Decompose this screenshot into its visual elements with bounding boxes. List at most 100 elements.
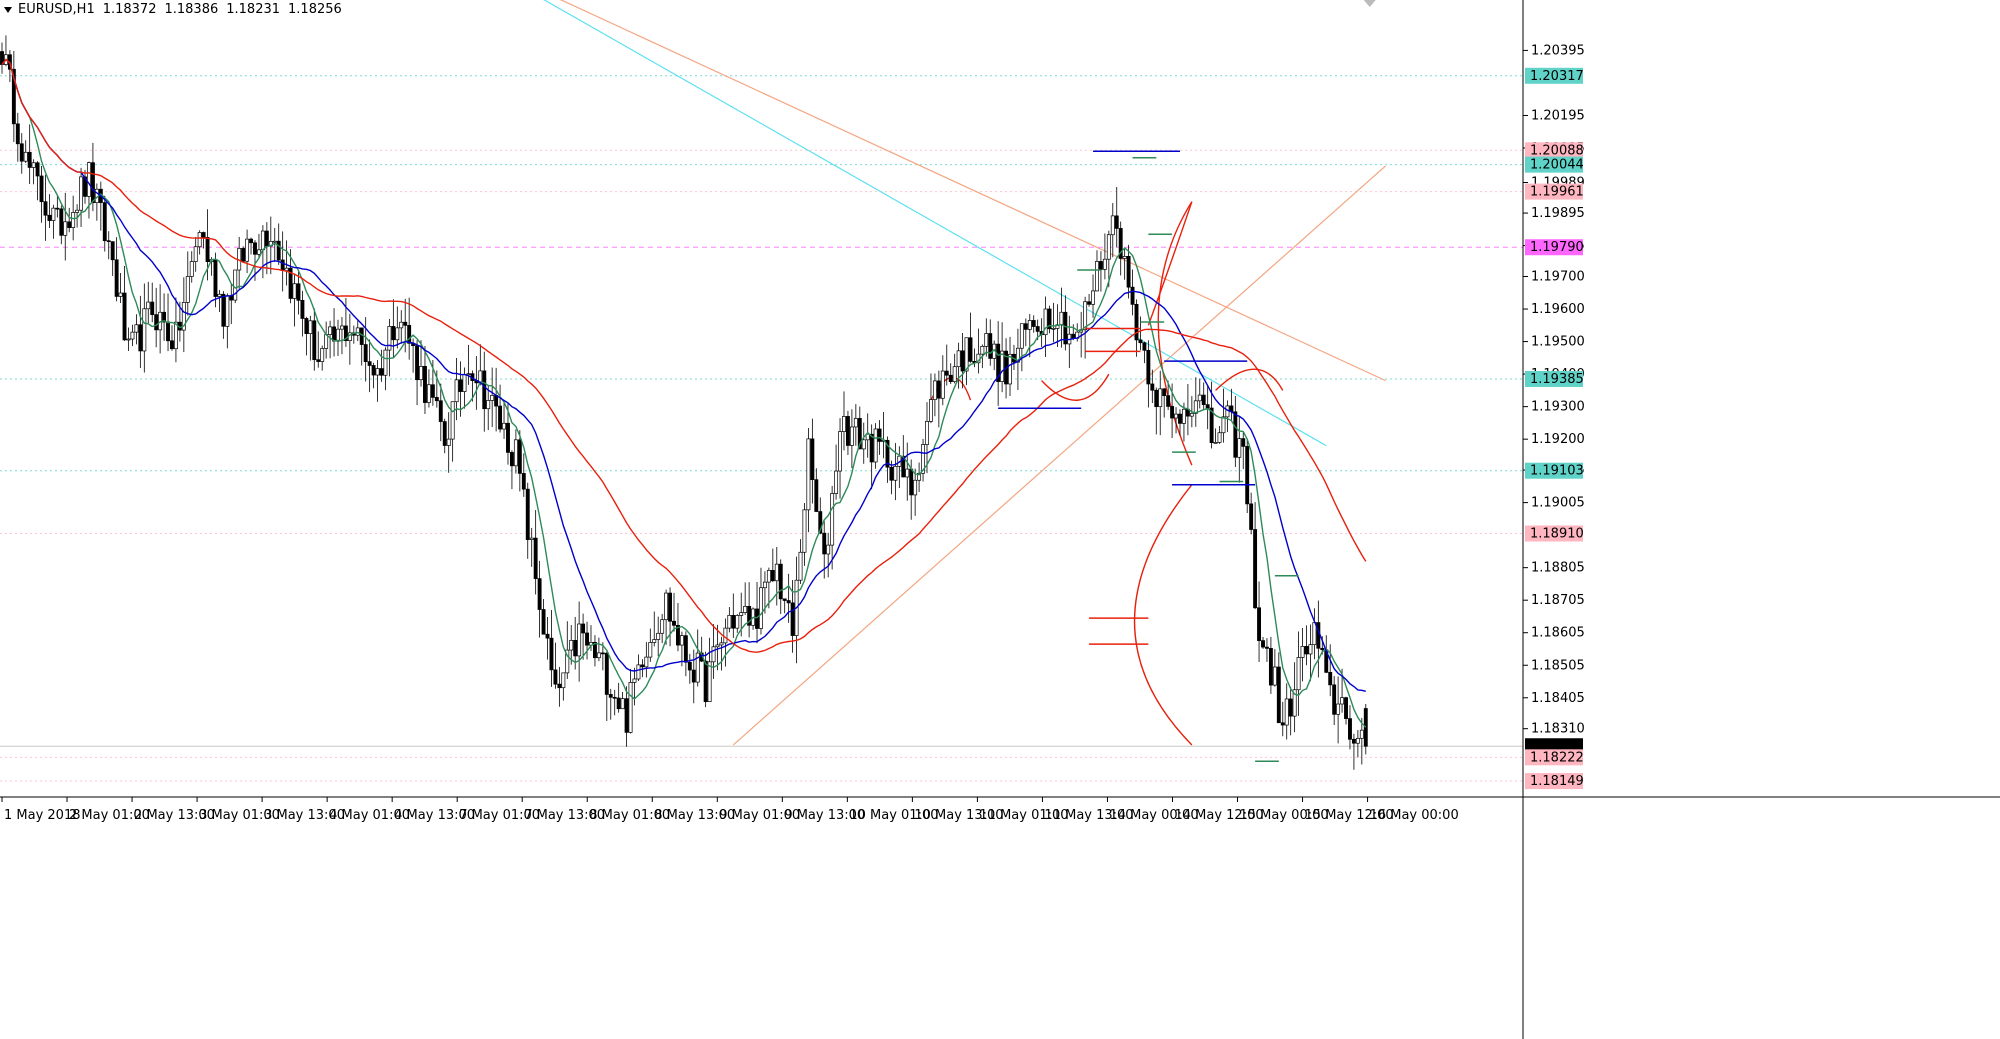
candle-body bbox=[332, 326, 337, 342]
candle-body bbox=[328, 326, 333, 335]
candle-body bbox=[616, 697, 621, 710]
candle-body bbox=[486, 400, 491, 410]
candle-body bbox=[39, 175, 44, 203]
price-label-box bbox=[1525, 525, 1583, 542]
x-tick-label: 2 May 13:00 bbox=[134, 808, 215, 823]
candle-body bbox=[541, 609, 546, 635]
candle-body bbox=[932, 380, 937, 400]
candle-body bbox=[1035, 326, 1040, 332]
candle-body bbox=[810, 438, 815, 481]
price-label-box bbox=[1525, 142, 1583, 159]
candle-body bbox=[462, 374, 467, 392]
candle-body bbox=[877, 428, 882, 442]
candle-body bbox=[193, 246, 198, 262]
candle-body bbox=[1047, 308, 1052, 330]
candle-body bbox=[723, 627, 728, 644]
candle-body bbox=[1043, 308, 1048, 336]
candle-body bbox=[672, 620, 676, 626]
candle-body bbox=[434, 397, 439, 402]
candle-body bbox=[1158, 388, 1163, 408]
candle-body bbox=[1134, 304, 1139, 341]
y-tick-label: 1.18505 bbox=[1531, 658, 1585, 673]
price-label-box bbox=[1525, 183, 1583, 200]
candle-body bbox=[1091, 290, 1095, 305]
candlesticks bbox=[0, 35, 1368, 770]
candle-body bbox=[249, 238, 253, 244]
candle-body bbox=[893, 465, 898, 481]
fib-arc bbox=[1147, 201, 1193, 326]
y-tick-label: 1.18405 bbox=[1531, 691, 1585, 706]
candle-body bbox=[608, 694, 613, 698]
candle-body bbox=[260, 230, 265, 251]
candle-body bbox=[494, 395, 499, 407]
candle-body bbox=[838, 431, 842, 472]
candle-body bbox=[185, 276, 190, 303]
candle-body bbox=[1237, 438, 1242, 458]
candle-body bbox=[766, 570, 771, 583]
candle-body bbox=[371, 365, 376, 376]
x-tick-label: 14 May 12:00 bbox=[1174, 808, 1263, 823]
candle-body bbox=[620, 698, 625, 710]
trend-lines bbox=[543, 0, 1386, 746]
candle-body bbox=[1166, 395, 1171, 407]
candle-body bbox=[466, 373, 471, 376]
candle-body bbox=[1178, 413, 1182, 424]
price-axis: 1.203951.201951.200951.199891.198951.197… bbox=[1523, 43, 1585, 790]
moving-average-line bbox=[1, 58, 1366, 692]
candle-body bbox=[660, 619, 665, 634]
candle-body bbox=[818, 511, 823, 534]
symbol-label: EURUSD,H1 bbox=[18, 2, 95, 17]
candle-body bbox=[383, 349, 388, 376]
x-tick-label: 15 May 12:00 bbox=[1305, 808, 1394, 823]
candle-body bbox=[506, 422, 510, 453]
candle-body bbox=[1118, 228, 1123, 259]
candle-body bbox=[956, 350, 961, 368]
candle-body bbox=[1110, 215, 1115, 236]
candle-body bbox=[320, 348, 325, 362]
candle-body bbox=[849, 426, 854, 446]
candle-body bbox=[114, 259, 119, 297]
candle-body bbox=[1344, 697, 1348, 719]
candle-body bbox=[245, 238, 250, 262]
y-tick-label: 1.18310 bbox=[1531, 722, 1585, 737]
candle-body bbox=[1308, 644, 1313, 655]
candle-body bbox=[1142, 342, 1147, 351]
y-tick-label: 1.19005 bbox=[1531, 496, 1585, 511]
candle-body bbox=[786, 600, 791, 604]
candle-body bbox=[830, 493, 835, 546]
candle-body bbox=[679, 635, 684, 646]
candle-body bbox=[59, 208, 64, 236]
candle-body bbox=[1138, 339, 1143, 344]
y-tick-label: 1.19500 bbox=[1531, 335, 1585, 350]
candle-body bbox=[154, 314, 159, 331]
candle-body bbox=[43, 201, 48, 216]
candle-body bbox=[1146, 349, 1151, 385]
price-label: 1.18149 bbox=[1530, 774, 1584, 789]
candle-body bbox=[865, 433, 870, 441]
candle-body bbox=[798, 551, 803, 581]
candle-body bbox=[842, 416, 846, 432]
candle-body bbox=[83, 176, 87, 197]
fib-arc bbox=[1041, 373, 1110, 401]
price-label: 1.18910 bbox=[1530, 527, 1584, 542]
candle-body bbox=[55, 207, 60, 210]
candle-body bbox=[565, 649, 570, 674]
candle-body bbox=[845, 416, 850, 446]
candle-body bbox=[525, 488, 530, 540]
candle-body bbox=[217, 293, 222, 297]
candle-body bbox=[695, 652, 700, 683]
candle-body bbox=[150, 301, 155, 315]
candle-body bbox=[727, 614, 732, 629]
candle-body bbox=[537, 578, 542, 610]
candle-body bbox=[363, 344, 368, 363]
price-label-box bbox=[1525, 239, 1583, 256]
candle-body bbox=[656, 632, 661, 640]
candle-body bbox=[960, 350, 965, 372]
candle-body bbox=[885, 439, 890, 468]
candle-body bbox=[423, 365, 427, 403]
candle-body bbox=[980, 345, 985, 355]
candle-body bbox=[1241, 438, 1246, 447]
candle-body bbox=[90, 162, 95, 204]
